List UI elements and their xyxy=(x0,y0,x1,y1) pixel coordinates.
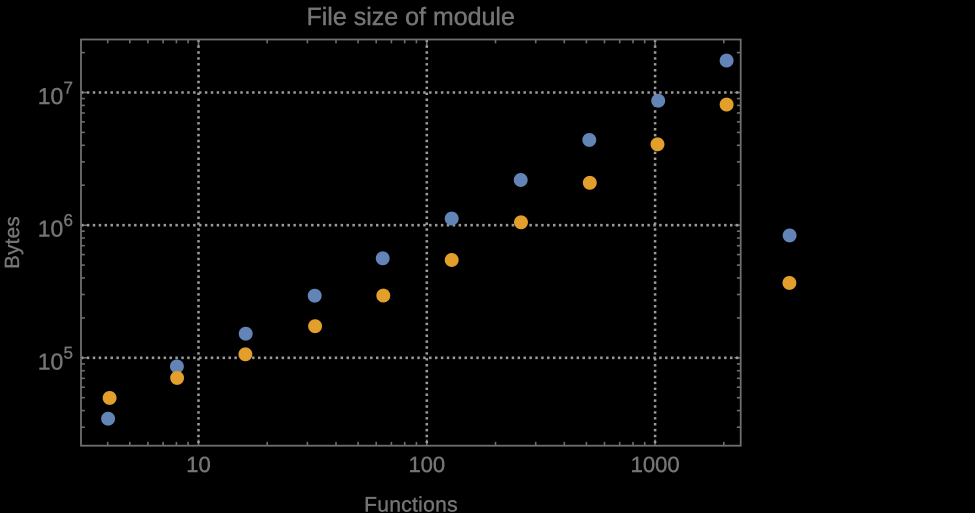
svg-text:6: 6 xyxy=(64,211,73,230)
svg-text:Bytes: Bytes xyxy=(1,216,24,269)
svg-text:10: 10 xyxy=(38,348,64,374)
svg-text:5: 5 xyxy=(64,344,73,363)
svg-text:100: 100 xyxy=(408,452,445,477)
svg-text:7: 7 xyxy=(64,78,73,97)
svg-text:10: 10 xyxy=(38,216,64,242)
svg-text:10: 10 xyxy=(186,452,210,477)
svg-text:10: 10 xyxy=(38,83,64,109)
svg-text:1000: 1000 xyxy=(631,452,680,477)
svg-text:Functions: Functions xyxy=(364,493,458,513)
svg-text:File size of module: File size of module xyxy=(306,3,514,31)
